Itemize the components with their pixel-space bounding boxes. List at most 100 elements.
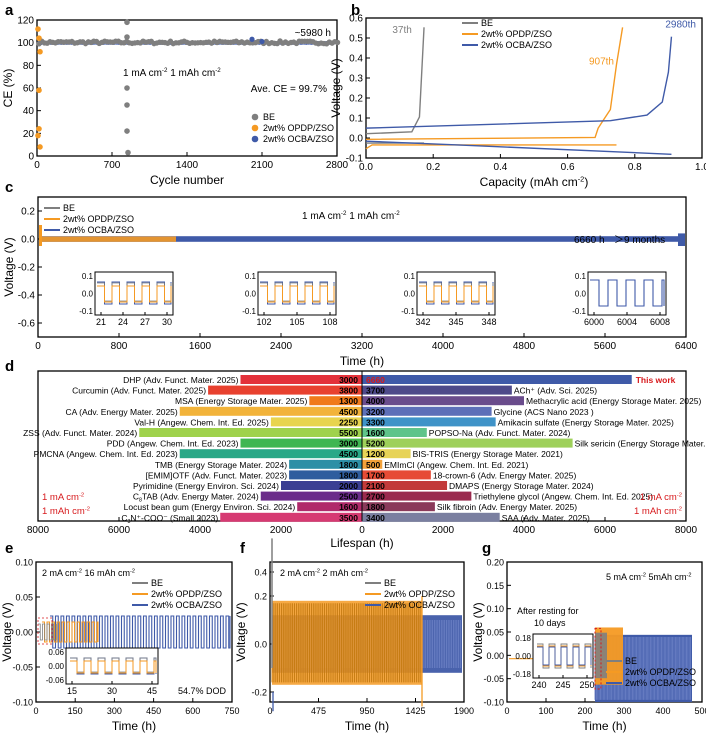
- inset: 240 245 250 0.18 0.00 -0.18: [513, 633, 595, 690]
- left-bar-value: 2250: [339, 417, 358, 427]
- opdp-ce-point: [37, 48, 43, 55]
- left-bar: [139, 428, 362, 437]
- right-bar-value: 1600: [366, 428, 385, 438]
- left-bar: [309, 396, 362, 406]
- left-bar-label: [EMIM]OTF (Adv. Funct. Mater. 2023): [146, 470, 288, 480]
- cycles-annotation: ~5980 h: [295, 28, 331, 39]
- be-inset-trace: [537, 643, 592, 669]
- y-tick-label: 60: [23, 84, 35, 95]
- inset-x-tick-label: 6008: [650, 317, 670, 327]
- inset-y-tick-label: -0.18: [513, 670, 532, 679]
- right-bar: [362, 481, 448, 490]
- ocba-cycle-label: 2980th: [665, 19, 696, 30]
- x-tick-label: 2000: [270, 525, 293, 536]
- left-bar-label: CA (Adv. Energy Mater. 2025): [65, 407, 177, 417]
- left-bar: [179, 406, 362, 416]
- y-axis-label: Voltage (V): [0, 602, 14, 661]
- y-tick-label: 0.0: [21, 235, 35, 246]
- opdp-ce-point: [36, 126, 42, 132]
- right-bar-label: Silk fibroin (Adv. Energy Mater. 2025): [437, 502, 577, 512]
- x-tick-label: 1.0: [695, 162, 706, 173]
- condition-annotation-part: 2 mA cm: [42, 568, 77, 578]
- y-tick-label: -0.10: [483, 698, 504, 708]
- condition-annotation-part: -2: [130, 569, 135, 575]
- inset-x-tick-label: 6000: [584, 317, 604, 327]
- left-bar-value: 1800: [339, 460, 358, 470]
- legend-entry: BE: [625, 656, 637, 666]
- condition-annotation-part: 2 mAh cm: [320, 568, 363, 578]
- condition-annotation-part: -2: [215, 67, 221, 74]
- x-tick-label: 4000: [432, 341, 455, 352]
- opdp-ce-point: [36, 35, 42, 41]
- legend-entry: BE: [481, 18, 493, 28]
- inset-x-tick-label: 245: [555, 680, 570, 690]
- right-bar: [362, 470, 431, 480]
- x-axis-label: Time (h): [345, 719, 389, 733]
- x-axis-label-part: -2: [578, 174, 585, 183]
- condition-annotation: 1 mA cm-2 1 mAh cm-2: [123, 67, 221, 79]
- inset-y-tick-label: -0.1: [572, 307, 586, 316]
- condition-annotation-part: 2 mA cm: [280, 568, 315, 578]
- x-tick-label: 3200: [351, 341, 374, 352]
- x-tick-label: 0.2: [426, 162, 440, 173]
- panel-d: 8000 6000 4000 2000 0 2000 4000 6000 8000 DHP (Ad…: [23, 370, 706, 550]
- inset-x-tick-label: 102: [256, 317, 271, 327]
- condition-annotation: 2 mA cm-2 2 mAh cm-2: [280, 568, 368, 578]
- condition-annotation-part: 5 mA cm: [606, 572, 641, 582]
- opdp-ce-point: [35, 132, 41, 139]
- right-bar-value: 1800: [366, 502, 385, 512]
- right-bar-value: 1700: [366, 470, 385, 480]
- panel-letter-a: a: [5, 2, 14, 19]
- condition-annotation: 2 mA cm-2 16 mAh cm-2: [42, 568, 135, 578]
- opdp-curve: [365, 27, 624, 150]
- legend-entry: 2wt% OCBA/ZSO: [481, 40, 552, 50]
- panel-a: 0 700 1400 2100 2800 0 20 40 60 80 100 120 ~5980 h 1 …: [1, 16, 349, 188]
- right-bar-label: DMAPS (Energy Storage Mater. 2024): [449, 481, 594, 491]
- legend-entry: BE: [63, 203, 75, 213]
- legend-entry: 2wt% OCBA/ZSO: [384, 600, 455, 610]
- condition-annotation: 5 mA cm-2 5mAh cm-2: [606, 572, 691, 582]
- right-bar-label: Glycine (ACS Nano 2023 ): [494, 407, 594, 417]
- x-tick-label: 150: [68, 706, 83, 716]
- x-tick-label: 2100: [251, 160, 274, 171]
- right-bar: [362, 512, 500, 522]
- inset-x-tick-label: 24: [118, 317, 128, 327]
- opdp-inset-trace: [419, 285, 494, 303]
- inset: 102 105 108 0.1 0.0 -0.1: [242, 271, 338, 327]
- left-bar-label: PMCNA (Angew. Chem. Int. Ed. 2023): [34, 449, 178, 459]
- opdp-ce-point: [35, 26, 41, 32]
- left-bar-value: 4500: [339, 407, 358, 417]
- left-bar: [260, 491, 362, 501]
- x-tick-label: 0: [504, 706, 509, 716]
- right-bar: [362, 406, 492, 416]
- inset-x-tick-label: 30: [107, 686, 117, 696]
- x-tick-label: 2800: [326, 160, 349, 171]
- condition-annotation-part: 1 mA cm: [123, 68, 162, 79]
- ocba-voltage-band: [39, 236, 685, 242]
- left-bar-value: 5500: [339, 428, 358, 438]
- y-tick-label: -0.2: [18, 263, 36, 274]
- legend-entry: 2wt% OPDP/ZSO: [263, 123, 334, 133]
- left-bar: [179, 449, 362, 459]
- inset-y-tick-label: 0.06: [48, 648, 64, 657]
- condition-annotation-part: 16 mAh cm: [82, 568, 130, 578]
- legend-entry: 2wt% OPDP/ZSO: [63, 214, 134, 224]
- inset-x-tick-label: 240: [531, 680, 546, 690]
- inset-y-tick-label: -0.06: [46, 676, 65, 685]
- x-tick-label: 400: [655, 706, 670, 716]
- left-bar: [240, 375, 362, 384]
- inset-frame: [587, 271, 667, 316]
- left-bar: [289, 470, 362, 480]
- x-tick-label: 700: [104, 160, 121, 171]
- be-ce-outlier: [124, 128, 130, 134]
- ocba-voltage-end: [678, 233, 685, 246]
- condition-right-capacity-part: -2: [677, 506, 682, 512]
- condition-annotation: 1 mA cm-2 1 mAh cm-2: [302, 210, 400, 222]
- right-bar-value: 3300: [366, 417, 385, 427]
- opdp-initial-spike: [39, 225, 42, 246]
- left-bar-label-part: 8: [139, 498, 142, 504]
- y-axis-label: Voltage (V): [471, 602, 485, 661]
- inset-x-tick-label: 30: [162, 317, 172, 327]
- y-tick-label: 0.2: [21, 207, 35, 218]
- be-curve: [365, 27, 425, 144]
